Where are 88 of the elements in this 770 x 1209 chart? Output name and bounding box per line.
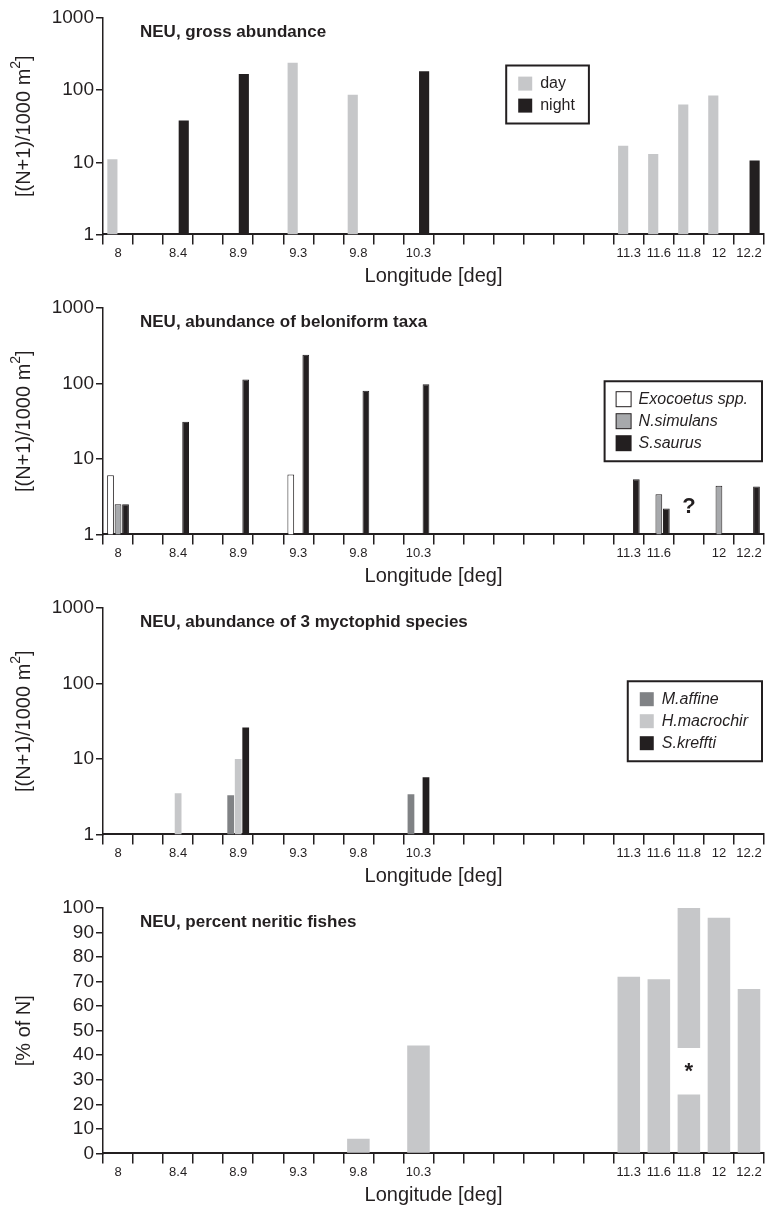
x-tick-label: 8.4	[169, 244, 188, 260]
x-tick-label: 8.4	[169, 1163, 188, 1179]
x-tick-label: 12	[711, 244, 727, 260]
x-tick-label: 9.3	[289, 544, 308, 560]
annotation: ?	[682, 493, 696, 519]
x-tick-label: 11.8	[676, 844, 702, 860]
x-tick-label: 11.3	[616, 844, 641, 860]
x-tick-label: 11.6	[646, 1163, 672, 1179]
x-tick-label: 11.6	[646, 844, 672, 860]
y-tick-label: 10	[72, 1117, 94, 1139]
x-tick-label: 11.8	[676, 244, 702, 260]
x-tick-label: 11.6	[646, 544, 672, 560]
x-axis-title: Longitude [deg]	[364, 863, 503, 886]
x-tick-label: 12.2	[736, 544, 762, 560]
x-tick-label: 10.3	[405, 1163, 432, 1179]
y-axis-title: [% of N]	[11, 995, 34, 1067]
x-tick-label: 9.8	[349, 544, 368, 560]
x-tick-label: 10.3	[405, 544, 432, 560]
chart-title: NEU, abundance of 3 myctophid species	[140, 611, 468, 631]
x-tick-label: 8	[114, 244, 122, 260]
legend-label: M.affine	[661, 689, 719, 707]
y-tick-label: 50	[72, 1018, 94, 1040]
x-tick-label: 12	[711, 844, 727, 860]
legend-label: day	[540, 74, 567, 92]
y-tick-label: 1000	[51, 296, 94, 318]
y-tick-label: 60	[72, 994, 94, 1016]
legend-label: S.saurus	[638, 433, 702, 451]
x-tick-label: 8.9	[229, 1163, 248, 1179]
x-axis-title: Longitude [deg]	[364, 263, 503, 286]
x-tick-label: 9.8	[349, 1163, 368, 1179]
legend-label: S.kreffti	[661, 733, 717, 751]
x-tick-label: 11.8	[676, 1163, 702, 1179]
x-tick-label: 8	[114, 844, 122, 860]
y-tick-label: 100	[62, 371, 94, 393]
y-tick-label: 100	[62, 896, 94, 918]
legend-label: Exocoetus spp.	[638, 389, 749, 407]
x-tick-label: 10.3	[405, 244, 432, 260]
legend-label: night	[540, 96, 576, 114]
x-tick-label: 9.8	[349, 244, 368, 260]
y-axis-title: [(N+1)/1000 m2]	[6, 55, 34, 198]
y-tick-label: 0	[83, 1141, 94, 1163]
y-tick-label: 1000	[51, 596, 94, 618]
legend-label: N.simulans	[638, 411, 718, 429]
chart-title: NEU, percent neritic fishes	[140, 911, 357, 931]
y-tick-label: 90	[72, 920, 94, 942]
x-tick-label: 8.4	[169, 844, 188, 860]
x-tick-label: 9.3	[289, 844, 308, 860]
y-tick-label: 70	[72, 969, 94, 991]
x-axis-title: Longitude [deg]	[364, 563, 503, 586]
annotation: *	[684, 1058, 694, 1084]
x-tick-label: 11.3	[616, 1163, 641, 1179]
x-tick-label: 8	[114, 1163, 122, 1179]
chart-title: NEU, gross abundance	[140, 21, 327, 41]
x-tick-label: 12.2	[736, 1163, 762, 1179]
y-tick-label: 100	[62, 671, 94, 693]
x-tick-label: 12.2	[736, 244, 762, 260]
y-tick-label: 1	[83, 822, 94, 844]
x-axis-title: Longitude [deg]	[364, 1182, 503, 1205]
y-tick-label: 30	[72, 1068, 94, 1090]
y-tick-label: 1000	[51, 6, 94, 28]
y-tick-label: 40	[72, 1043, 94, 1065]
y-tick-label: 10	[72, 447, 94, 469]
y-tick-label: 100	[62, 78, 94, 100]
y-tick-label: 10	[72, 150, 94, 172]
x-tick-label: 9.8	[349, 844, 368, 860]
x-tick-label: 9.3	[289, 1163, 308, 1179]
y-tick-label: 1	[83, 222, 94, 244]
x-tick-label: 10.3	[405, 844, 432, 860]
x-tick-label: 9.3	[289, 244, 308, 260]
y-axis-title: [(N+1)/1000 m2]	[6, 350, 34, 493]
y-tick-label: 20	[72, 1092, 94, 1114]
y-tick-label: 80	[72, 945, 94, 967]
x-tick-label: 11.6	[646, 244, 672, 260]
x-tick-label: 8.9	[229, 544, 248, 560]
y-tick-label: 1	[83, 522, 94, 544]
x-tick-label: 8.9	[229, 844, 248, 860]
x-tick-label: 8.9	[229, 244, 248, 260]
y-tick-label: 10	[72, 747, 94, 769]
x-tick-label: 8.4	[169, 544, 188, 560]
x-tick-label: 8	[114, 544, 122, 560]
chart-title: NEU, abundance of beloniform taxa	[140, 311, 428, 331]
x-tick-label: 11.3	[616, 544, 641, 560]
x-tick-label: 11.3	[616, 244, 641, 260]
x-tick-label: 12	[711, 1163, 727, 1179]
x-tick-label: 12	[711, 544, 727, 560]
x-tick-label: 12.2	[736, 844, 762, 860]
legend-label: H.macrochir	[661, 711, 749, 729]
y-axis-title: [(N+1)/1000 m2]	[6, 650, 34, 793]
